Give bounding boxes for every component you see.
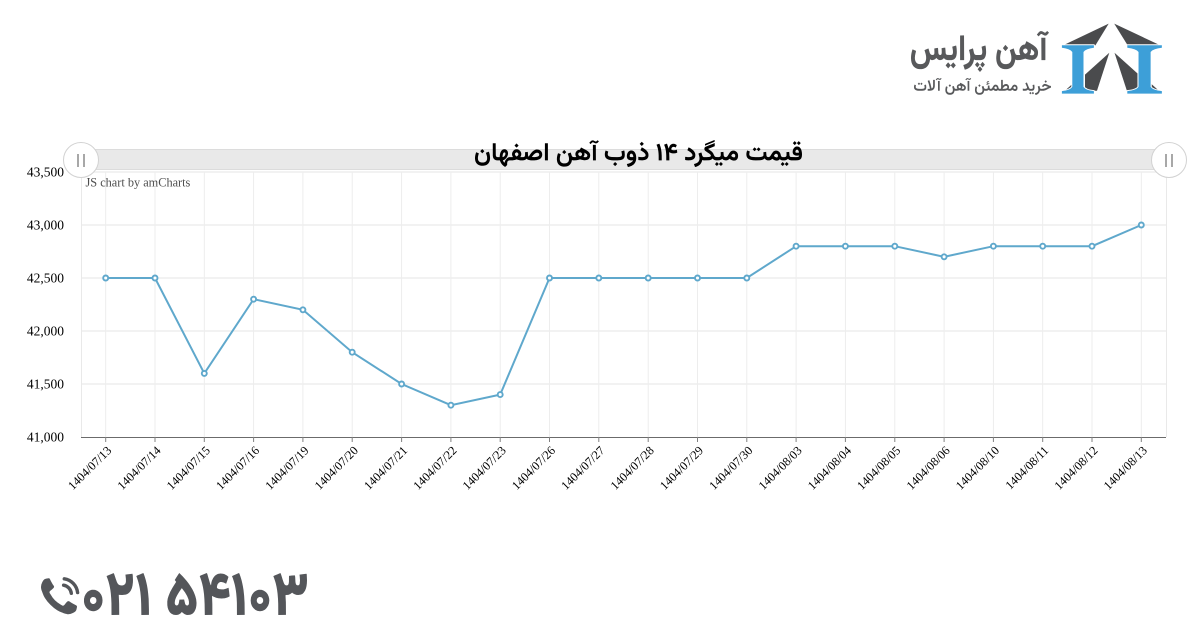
svg-text:1404/07/28: 1404/07/28 [608, 443, 657, 492]
svg-text:1404/08/11: 1404/08/11 [1002, 443, 1051, 492]
svg-text:1404/08/05: 1404/08/05 [854, 443, 903, 492]
svg-text:41,500: 41,500 [27, 377, 64, 392]
svg-text:1404/07/26: 1404/07/26 [509, 443, 558, 492]
svg-text:1404/07/19: 1404/07/19 [262, 443, 311, 492]
svg-text:1404/07/15: 1404/07/15 [164, 443, 213, 492]
svg-text:1404/07/22: 1404/07/22 [410, 443, 459, 492]
svg-text:1404/08/06: 1404/08/06 [904, 443, 953, 492]
svg-text:1404/08/10: 1404/08/10 [953, 443, 1002, 492]
svg-text:1404/07/23: 1404/07/23 [460, 443, 509, 492]
svg-text:1404/08/04: 1404/08/04 [805, 443, 854, 492]
svg-text:1404/07/21: 1404/07/21 [361, 443, 410, 492]
svg-text:42,500: 42,500 [27, 271, 64, 286]
svg-text:1404/07/30: 1404/07/30 [706, 443, 755, 492]
svg-text:42,000: 42,000 [27, 324, 64, 339]
svg-text:1404/07/13: 1404/07/13 [65, 443, 114, 492]
svg-text:1404/07/16: 1404/07/16 [213, 443, 262, 492]
svg-text:1404/07/20: 1404/07/20 [312, 443, 361, 492]
svg-text:1404/08/03: 1404/08/03 [756, 443, 805, 492]
svg-text:1404/08/13: 1404/08/13 [1101, 443, 1150, 492]
svg-text:JS chart by amCharts: JS chart by amCharts [86, 176, 191, 190]
svg-text:43,000: 43,000 [27, 218, 64, 233]
svg-text:1404/07/27: 1404/07/27 [558, 443, 607, 492]
svg-text:1404/08/12: 1404/08/12 [1051, 443, 1100, 492]
svg-text:1404/07/14: 1404/07/14 [114, 443, 163, 492]
svg-text:41,000: 41,000 [27, 430, 64, 445]
svg-text:1404/07/29: 1404/07/29 [657, 443, 706, 492]
svg-text:43,500: 43,500 [27, 165, 64, 180]
